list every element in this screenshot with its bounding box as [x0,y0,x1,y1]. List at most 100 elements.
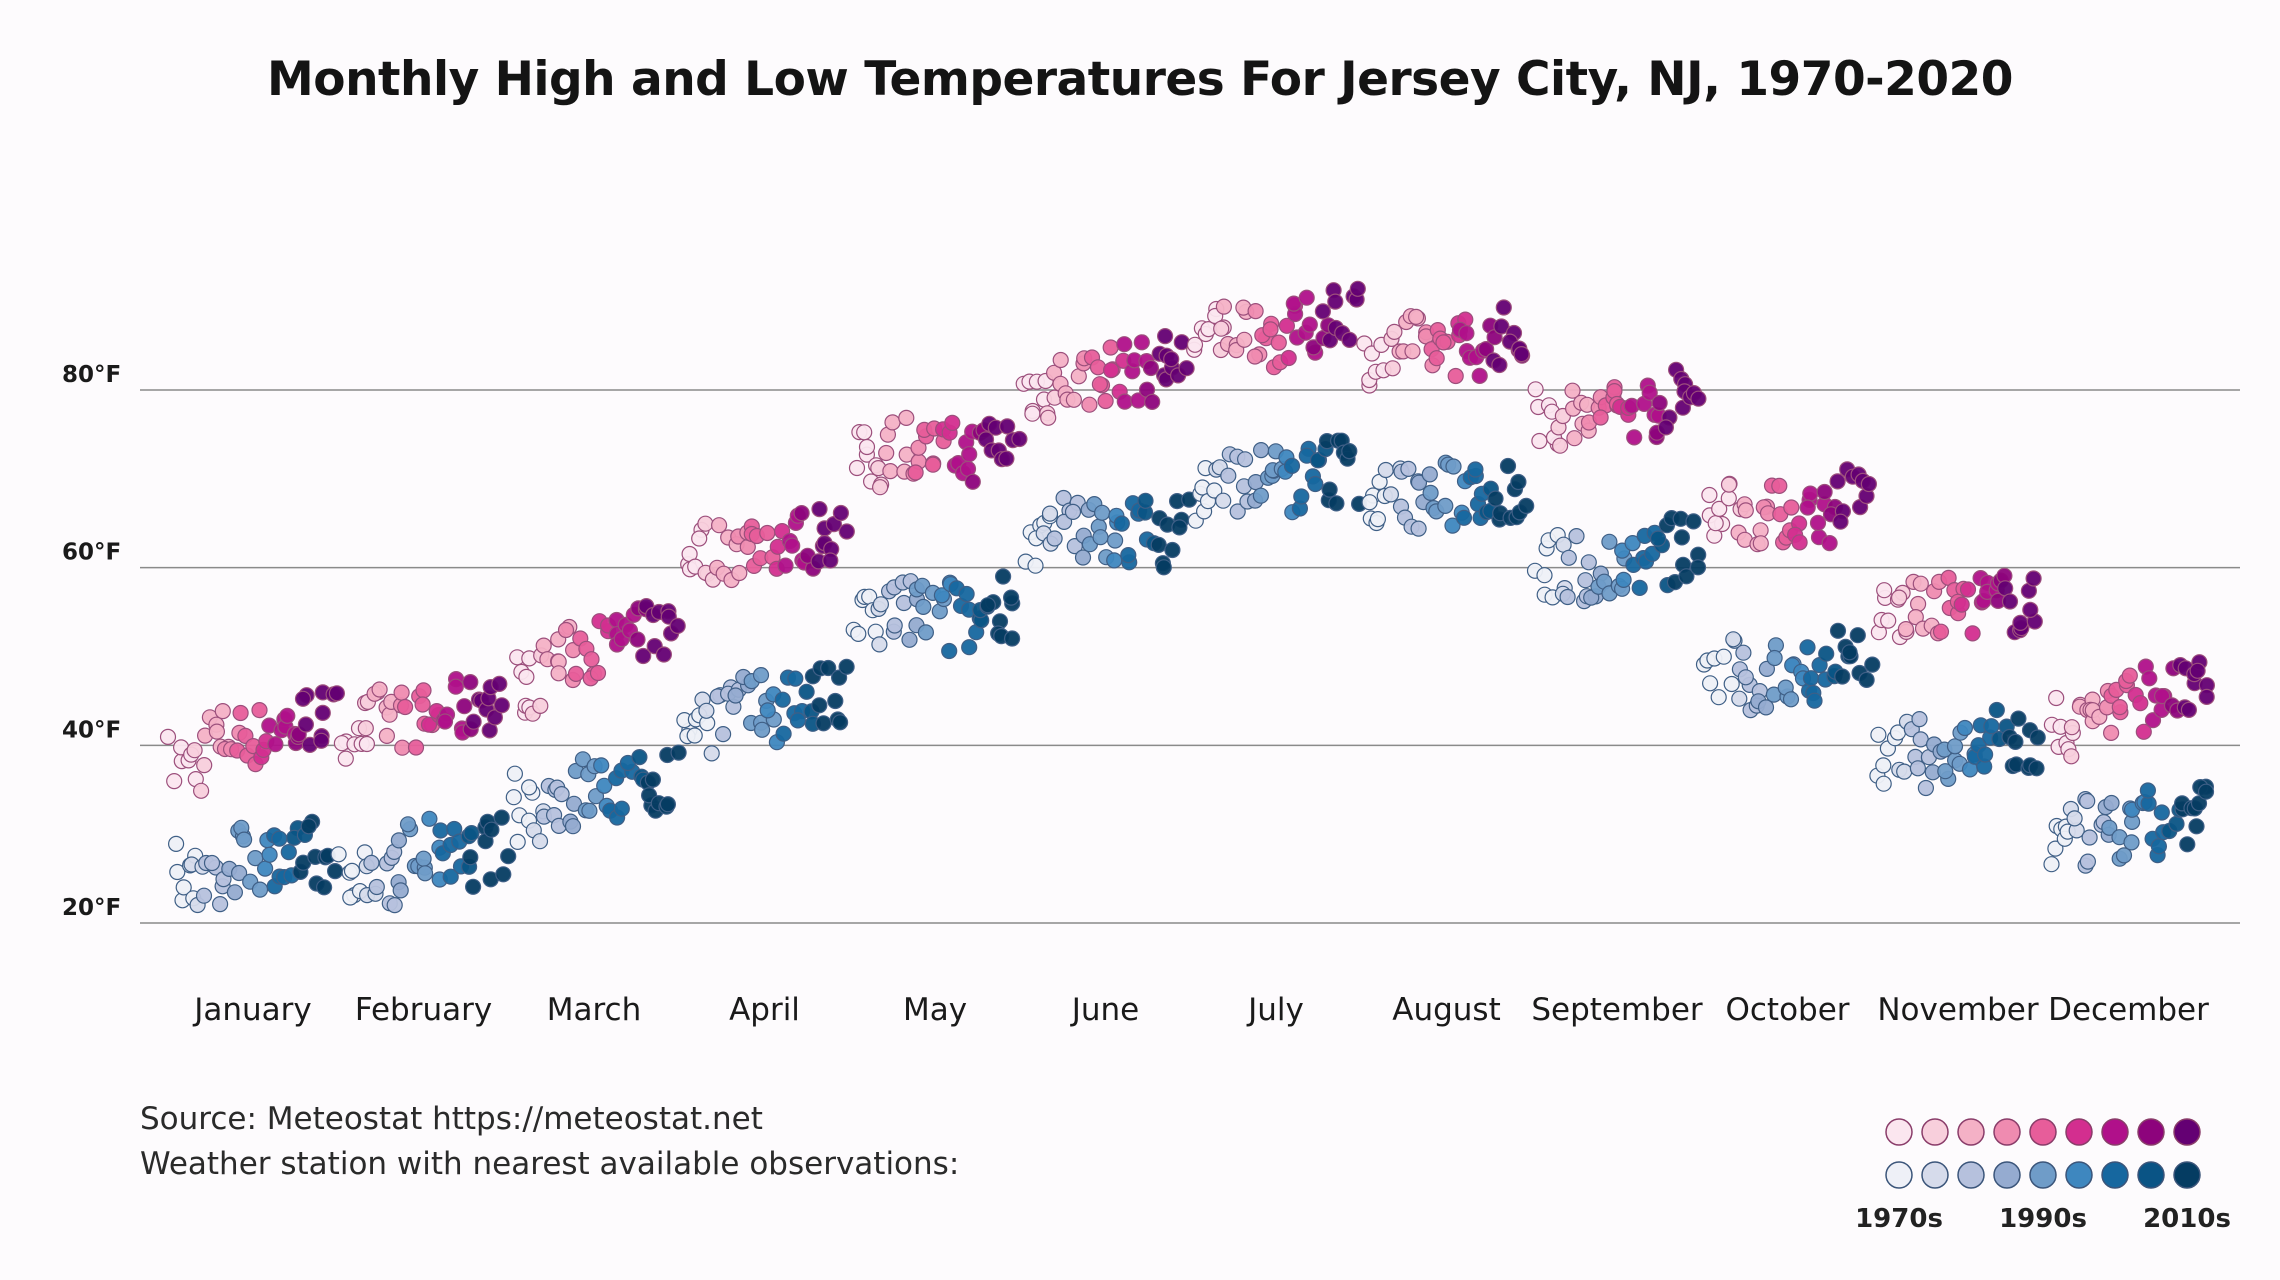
high-point [1236,331,1253,348]
low-point [2079,853,2096,870]
low-point [2190,795,2208,812]
low-point [1710,689,1727,706]
low-point [251,881,269,898]
low-point [613,800,630,817]
high-point [1428,350,1445,367]
high-point [832,504,850,522]
low-point [901,631,918,648]
high-point [710,517,728,534]
high-point [1116,393,1133,410]
high-point [1215,298,1233,315]
low-point [752,666,770,684]
low-point [1093,504,1111,521]
legend: 1970s 1990s 2010s [1855,1118,2231,1234]
legend-swatch-high [1885,1118,1913,1146]
high-point [848,459,866,477]
low-point [280,843,297,861]
high-point [2012,614,2029,632]
low-point [2150,838,2167,855]
high-point [961,446,978,463]
low-point [417,865,434,882]
high-point [1305,339,1322,356]
low-point [415,850,432,867]
high-point [456,698,473,715]
high-point [1829,473,1846,490]
low-point [2043,856,2060,873]
low-point [1956,719,1974,737]
low-point [1293,488,1310,505]
low-point [798,683,815,700]
high-point [1816,483,1833,501]
high-point [267,736,284,753]
low-point [399,816,417,833]
high-point [1156,328,1174,345]
low-point [1252,487,1270,504]
legend-swatch-low [1993,1161,2021,1189]
low-point [2197,783,2215,800]
high-point [731,564,748,582]
low-point [1499,457,1517,475]
high-point [793,504,810,522]
high-point [964,473,981,490]
low-point [979,597,996,614]
legend-swatch-high [2029,1118,2057,1146]
high-point [1771,477,1788,494]
high-point [2189,662,2206,679]
high-point [447,678,464,695]
high-point [1809,514,1827,532]
high-point [1783,499,1800,516]
low-point [421,810,438,827]
low-point [271,830,288,847]
low-point [941,642,958,660]
high-point [1091,376,1109,393]
low-point [1896,763,1913,780]
x-tick-label: September [1531,992,1703,1028]
high-point [838,523,855,540]
low-point [958,585,975,603]
high-point [1386,323,1403,340]
high-point [491,675,508,693]
high-point [279,707,296,724]
low-point [714,725,732,743]
low-point [442,868,459,885]
high-point [1932,623,1950,640]
high-point [1247,303,1264,320]
low-point [330,846,347,863]
low-point [1444,517,1461,534]
high-point [393,684,410,701]
high-point [314,704,331,722]
low-point [1536,567,1553,584]
low-point [994,568,1012,585]
high-point [1527,381,1544,398]
low-point [520,779,538,796]
low-point [553,785,570,803]
high-point [1690,390,1707,407]
high-point [420,716,438,733]
low-point [1673,529,1691,546]
low-point [1875,757,1892,774]
low-point [593,757,610,774]
high-point [1711,500,1728,517]
high-point [1314,303,1332,320]
high-point [394,739,411,756]
low-point [1113,515,1130,532]
high-point [1912,575,1929,592]
high-point [1213,320,1230,337]
high-point [691,530,708,547]
low-point [1106,532,1124,549]
high-point [2132,694,2149,712]
low-point [811,697,828,714]
low-point [343,862,361,880]
legend-swatch-high [2065,1118,2093,1146]
low-point [1735,644,1752,661]
high-point [1493,318,1510,335]
high-point [414,696,431,713]
high-point [1657,419,1675,436]
high-point [1280,349,1297,367]
high-point [1011,430,1028,448]
x-tick-label: June [1070,992,1140,1028]
high-point [635,647,652,665]
low-point [500,848,517,865]
high-point [1384,360,1401,377]
legend-label: 1970s [1855,1204,1943,1234]
